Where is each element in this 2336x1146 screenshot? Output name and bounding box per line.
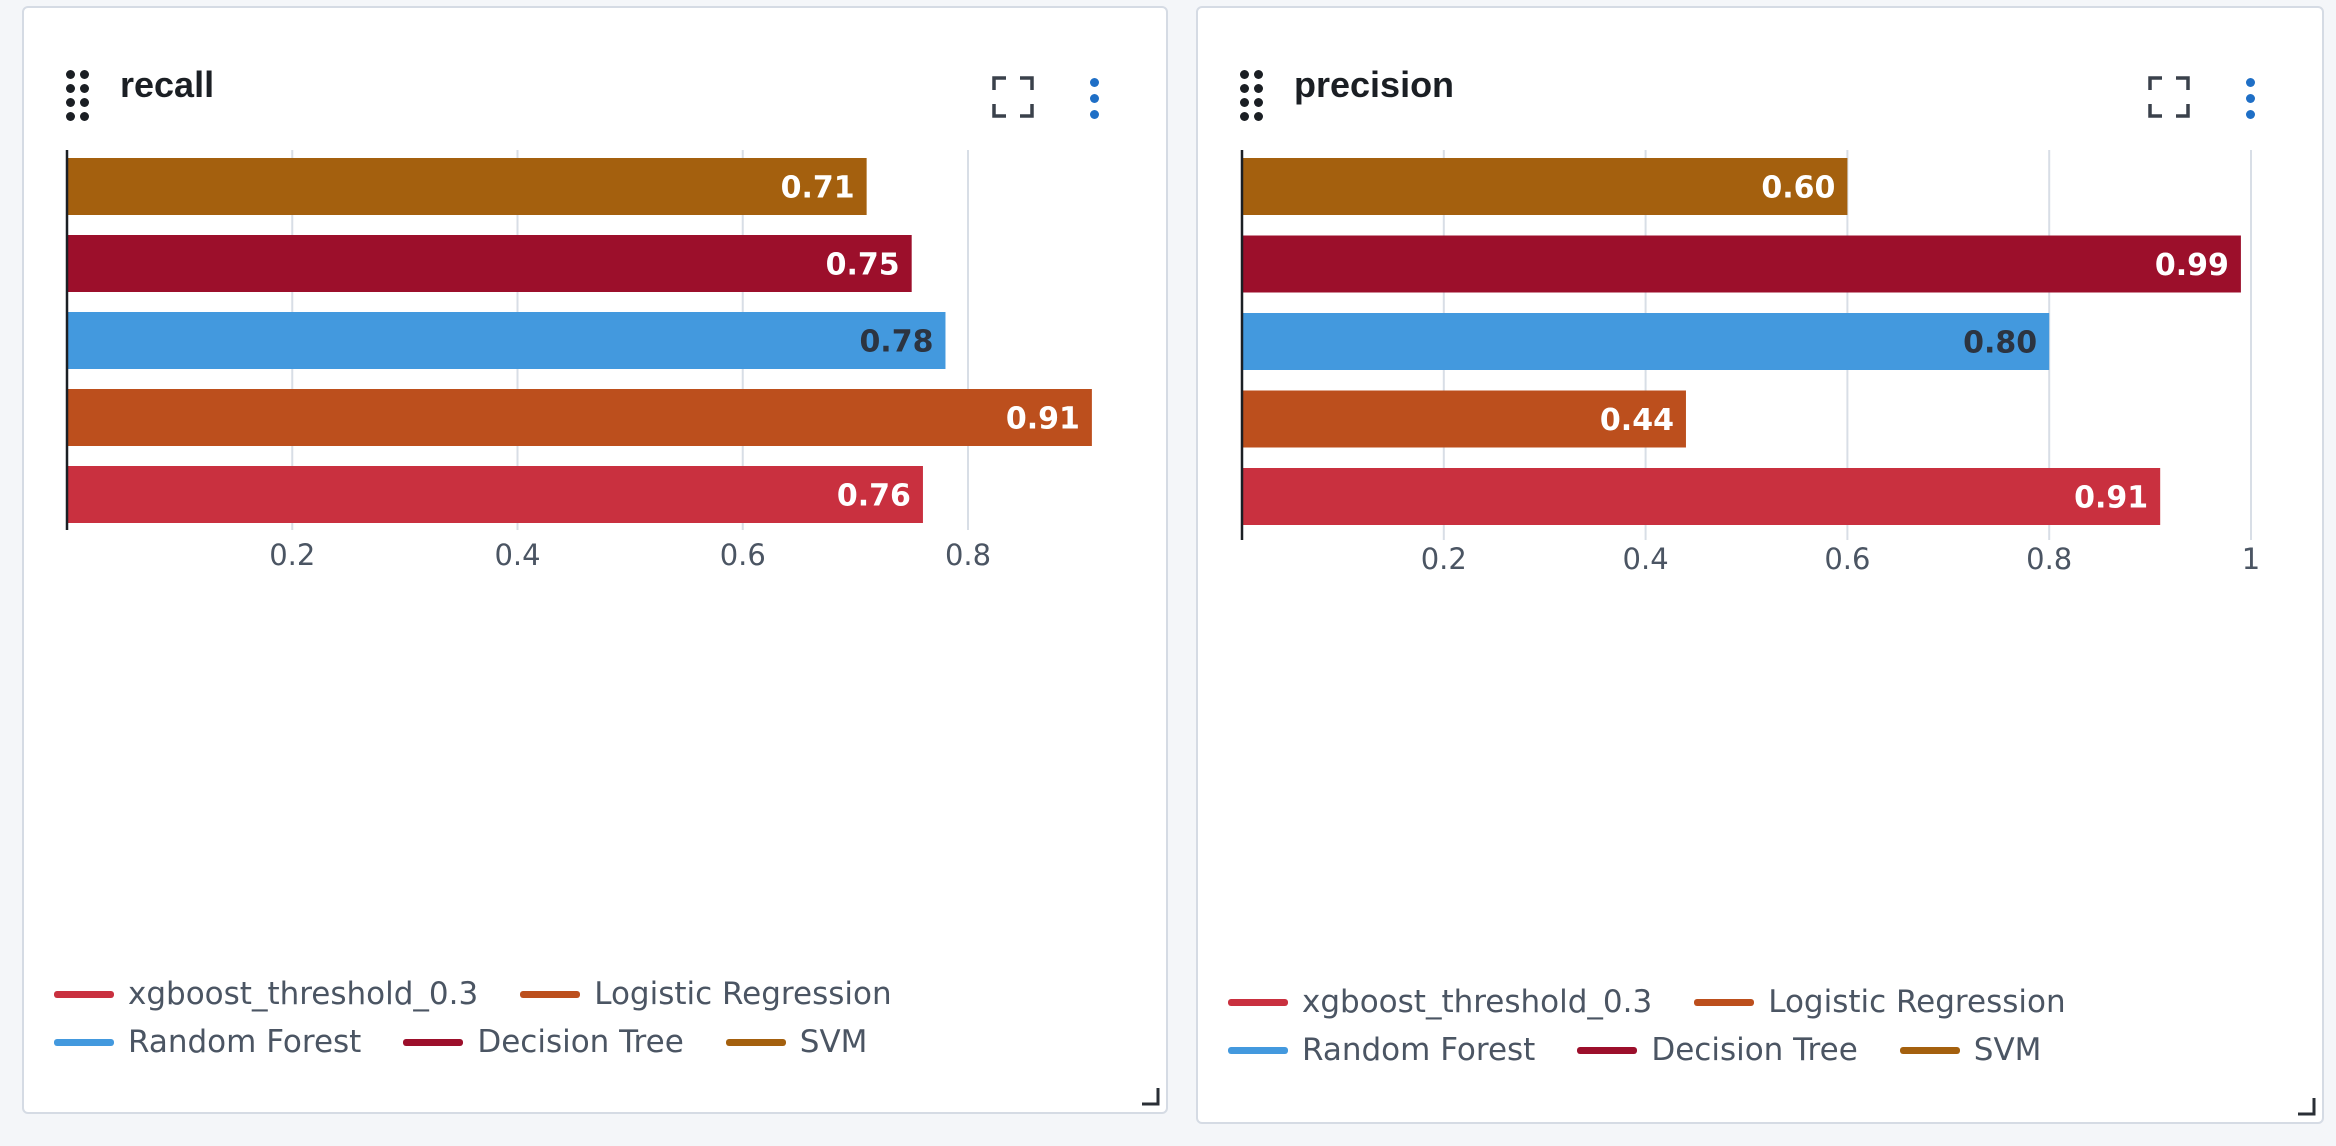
legend-label: Decision Tree (1651, 1032, 1858, 1068)
x-tick-label: 0.6 (720, 538, 766, 572)
bar-random-forest[interactable] (67, 312, 946, 369)
drag-handle-icon[interactable] (1236, 70, 1270, 121)
legend-swatch (1899, 1046, 1960, 1054)
expand-icon[interactable] (992, 76, 1034, 118)
legend-row: xgboost_threshold_0.3 Logistic Regression (54, 970, 1054, 1018)
x-tick-label: 0.6 (1824, 542, 1870, 576)
x-tick-label: 0.2 (269, 538, 315, 572)
bar-logistic-regression[interactable] (1242, 390, 1686, 448)
legend-label: xgboost_threshold_0.3 (128, 976, 479, 1012)
x-tick-label: 0.8 (2026, 542, 2072, 576)
more-vertical-icon[interactable] (1088, 76, 1102, 124)
bar-value-label: 0.76 (837, 479, 911, 514)
legend-item[interactable]: Logistic Regression (520, 976, 892, 1012)
resize-corner-icon[interactable] (1140, 1086, 1160, 1106)
legend-label: Decision Tree (477, 1024, 684, 1060)
legend-label: Random Forest (1302, 1032, 1536, 1068)
bar-xgboost-threshold-0-3[interactable] (1242, 468, 2161, 525)
legend-item[interactable]: xgboost_threshold_0.3 (54, 976, 478, 1012)
legend-swatch (1577, 1046, 1638, 1054)
legend-swatch (1228, 998, 1288, 1006)
bar-xgboost-threshold-0-3[interactable] (67, 466, 923, 523)
legend-item[interactable]: Random Forest (1228, 1032, 1535, 1068)
legend-swatch (54, 1038, 114, 1046)
legend-item[interactable]: SVM (1899, 1032, 2042, 1068)
expand-icon[interactable] (2148, 76, 2190, 118)
x-tick-label: 1 (2242, 542, 2260, 576)
recall-chart-panel: recall 0.2 0.4 0.6 0.8 0.71 0.75 0.78 0.91 0.76 … (22, 6, 1168, 1114)
legend-item[interactable]: Decision Tree (403, 1024, 684, 1060)
more-vertical-icon[interactable] (2244, 76, 2258, 124)
bar-value-label: 0.60 (1761, 171, 1835, 206)
legend-item[interactable]: Decision Tree (1577, 1032, 1858, 1068)
legend-label: Logistic Regression (1768, 984, 2066, 1020)
bar-value-label: 0.91 (2074, 481, 2148, 516)
legend-item[interactable]: SVM (725, 1024, 868, 1060)
legend-label: xgboost_threshold_0.3 (1302, 984, 1653, 1020)
legend-swatch (725, 1038, 786, 1046)
precision-bar-chart: 0.2 0.4 0.6 0.8 1 0.60 0.99 0.80 0.44 0.91 (1240, 150, 2260, 576)
legend-label: SVM (1973, 1032, 2042, 1068)
legend-swatch (1228, 1046, 1288, 1054)
legend-row: Random Forest Decision Tree SVM (54, 1018, 1054, 1066)
bar-value-label: 0.71 (781, 171, 855, 206)
panel-title: recall (120, 64, 215, 105)
legend-label: Logistic Regression (594, 976, 892, 1012)
legend-item[interactable]: xgboost_threshold_0.3 (1228, 984, 1652, 1020)
bar-value-label: 0.99 (2155, 248, 2229, 283)
bar-svm[interactable] (1242, 158, 1848, 215)
panel-title: precision (1294, 64, 1455, 105)
legend-swatch (1694, 998, 1755, 1006)
resize-corner-icon[interactable] (2296, 1096, 2316, 1116)
bar-logistic-regression[interactable] (67, 389, 1092, 446)
legend-swatch (520, 990, 581, 998)
legend-swatch (54, 990, 114, 998)
bar-value-label: 0.75 (826, 248, 900, 283)
legend-item[interactable]: Logistic Regression (1694, 984, 2066, 1020)
bar-decision-tree[interactable] (67, 235, 912, 292)
legend-row: Random Forest Decision Tree SVM (1228, 1026, 2228, 1074)
bar-svm[interactable] (67, 158, 867, 215)
legend-row: xgboost_threshold_0.3 Logistic Regression (1228, 978, 2228, 1026)
x-tick-label: 0.8 (945, 538, 991, 572)
bar-decision-tree[interactable] (1242, 235, 2241, 293)
chart-legend: xgboost_threshold_0.3 Logistic Regression… (54, 970, 1054, 1066)
bar-value-label: 0.78 (859, 325, 933, 360)
precision-chart-panel: precision 0.2 0.4 0.6 0.8 1 0.60 0.99 0.80 0.44 0… (1196, 6, 2324, 1124)
legend-label: Random Forest (128, 1024, 362, 1060)
bar-value-label: 0.91 (1006, 402, 1080, 437)
x-tick-label: 0.2 (1421, 542, 1467, 576)
x-tick-label: 0.4 (1623, 542, 1669, 576)
legend-swatch (403, 1038, 464, 1046)
recall-bar-chart: 0.2 0.4 0.6 0.8 0.71 0.75 0.78 0.91 0.76 (65, 150, 1092, 572)
legend-label: SVM (799, 1024, 868, 1060)
legend-item[interactable]: Random Forest (54, 1024, 361, 1060)
bar-random-forest[interactable] (1242, 313, 2050, 370)
x-tick-label: 0.4 (494, 538, 540, 572)
chart-legend: xgboost_threshold_0.3 Logistic Regression… (1228, 978, 2228, 1074)
drag-handle-icon[interactable] (62, 70, 96, 121)
bar-value-label: 0.80 (1963, 326, 2037, 361)
bar-value-label: 0.44 (1600, 403, 1674, 438)
